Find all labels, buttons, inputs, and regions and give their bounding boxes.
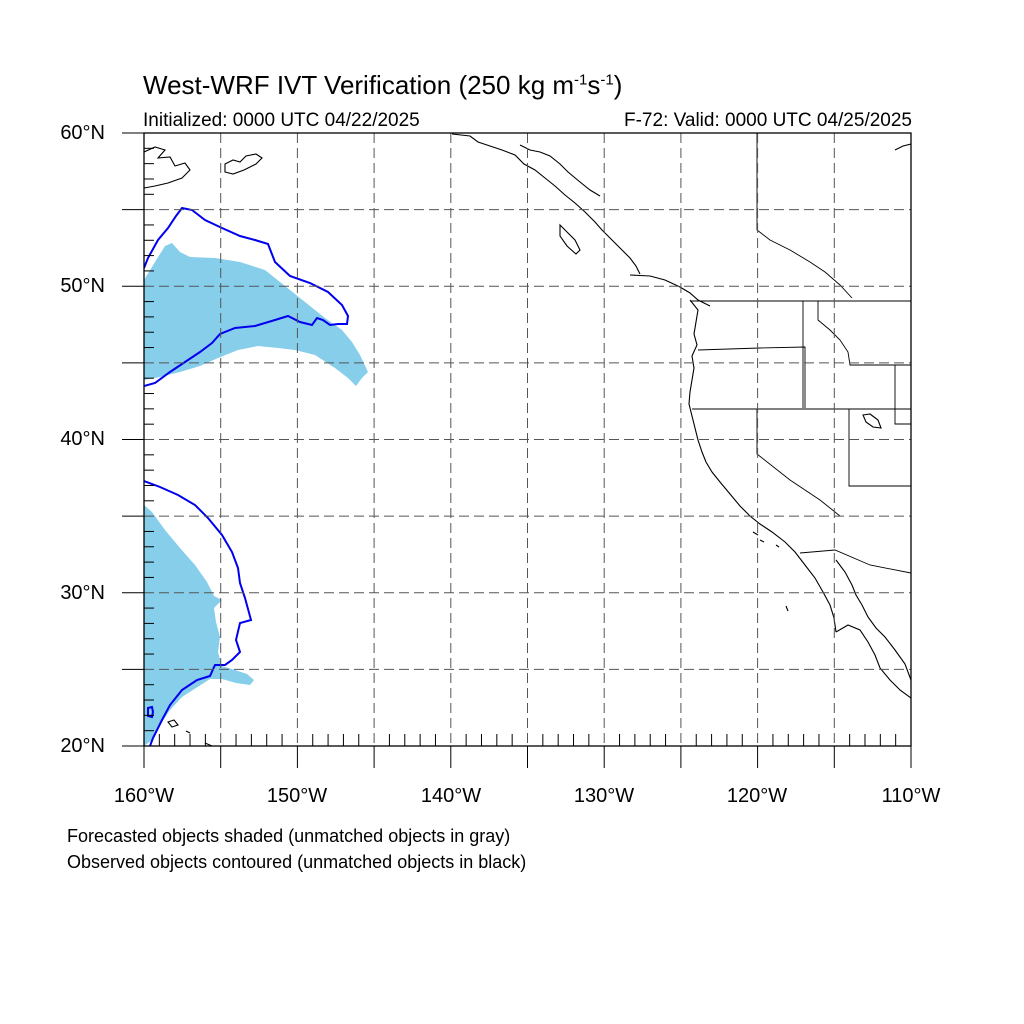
forecast-object-north bbox=[144, 243, 368, 386]
forecast-object-south bbox=[144, 505, 254, 746]
lat-label-20n: 20°N bbox=[60, 735, 105, 757]
lon-label-120w: 120°W bbox=[726, 785, 788, 807]
lon-label-130w: 130°W bbox=[573, 785, 635, 807]
observed-note: Observed objects contoured (unmatched ob… bbox=[67, 852, 527, 872]
valid-time-label: F-72: Valid: 0000 UTC 04/25/2025 bbox=[624, 110, 912, 131]
lon-label-110w: 110°W bbox=[881, 785, 941, 807]
gridlines bbox=[144, 133, 911, 746]
lon-label-150w: 150°W bbox=[266, 785, 328, 807]
map-title: West-WRF IVT Verification (250 kg m-1s-1… bbox=[143, 70, 623, 100]
observed-object-small bbox=[147, 705, 155, 719]
lat-label-50n: 50°N bbox=[60, 275, 105, 297]
lat-label-30n: 30°N bbox=[60, 582, 105, 604]
axis-ticks bbox=[122, 132, 912, 768]
forecast-note: Forecasted objects shaded (unmatched obj… bbox=[67, 826, 511, 846]
lon-label-140w: 140°W bbox=[420, 785, 482, 807]
state-borders bbox=[690, 133, 911, 574]
lon-label-160w: 160°W bbox=[113, 785, 175, 807]
coastlines bbox=[144, 133, 911, 746]
init-time-label: Initialized: 0000 UTC 04/22/2025 bbox=[143, 110, 420, 131]
lat-label-60n: 60°N bbox=[60, 122, 105, 144]
lat-label-40n: 40°N bbox=[60, 428, 105, 450]
map-frame bbox=[143, 132, 912, 747]
